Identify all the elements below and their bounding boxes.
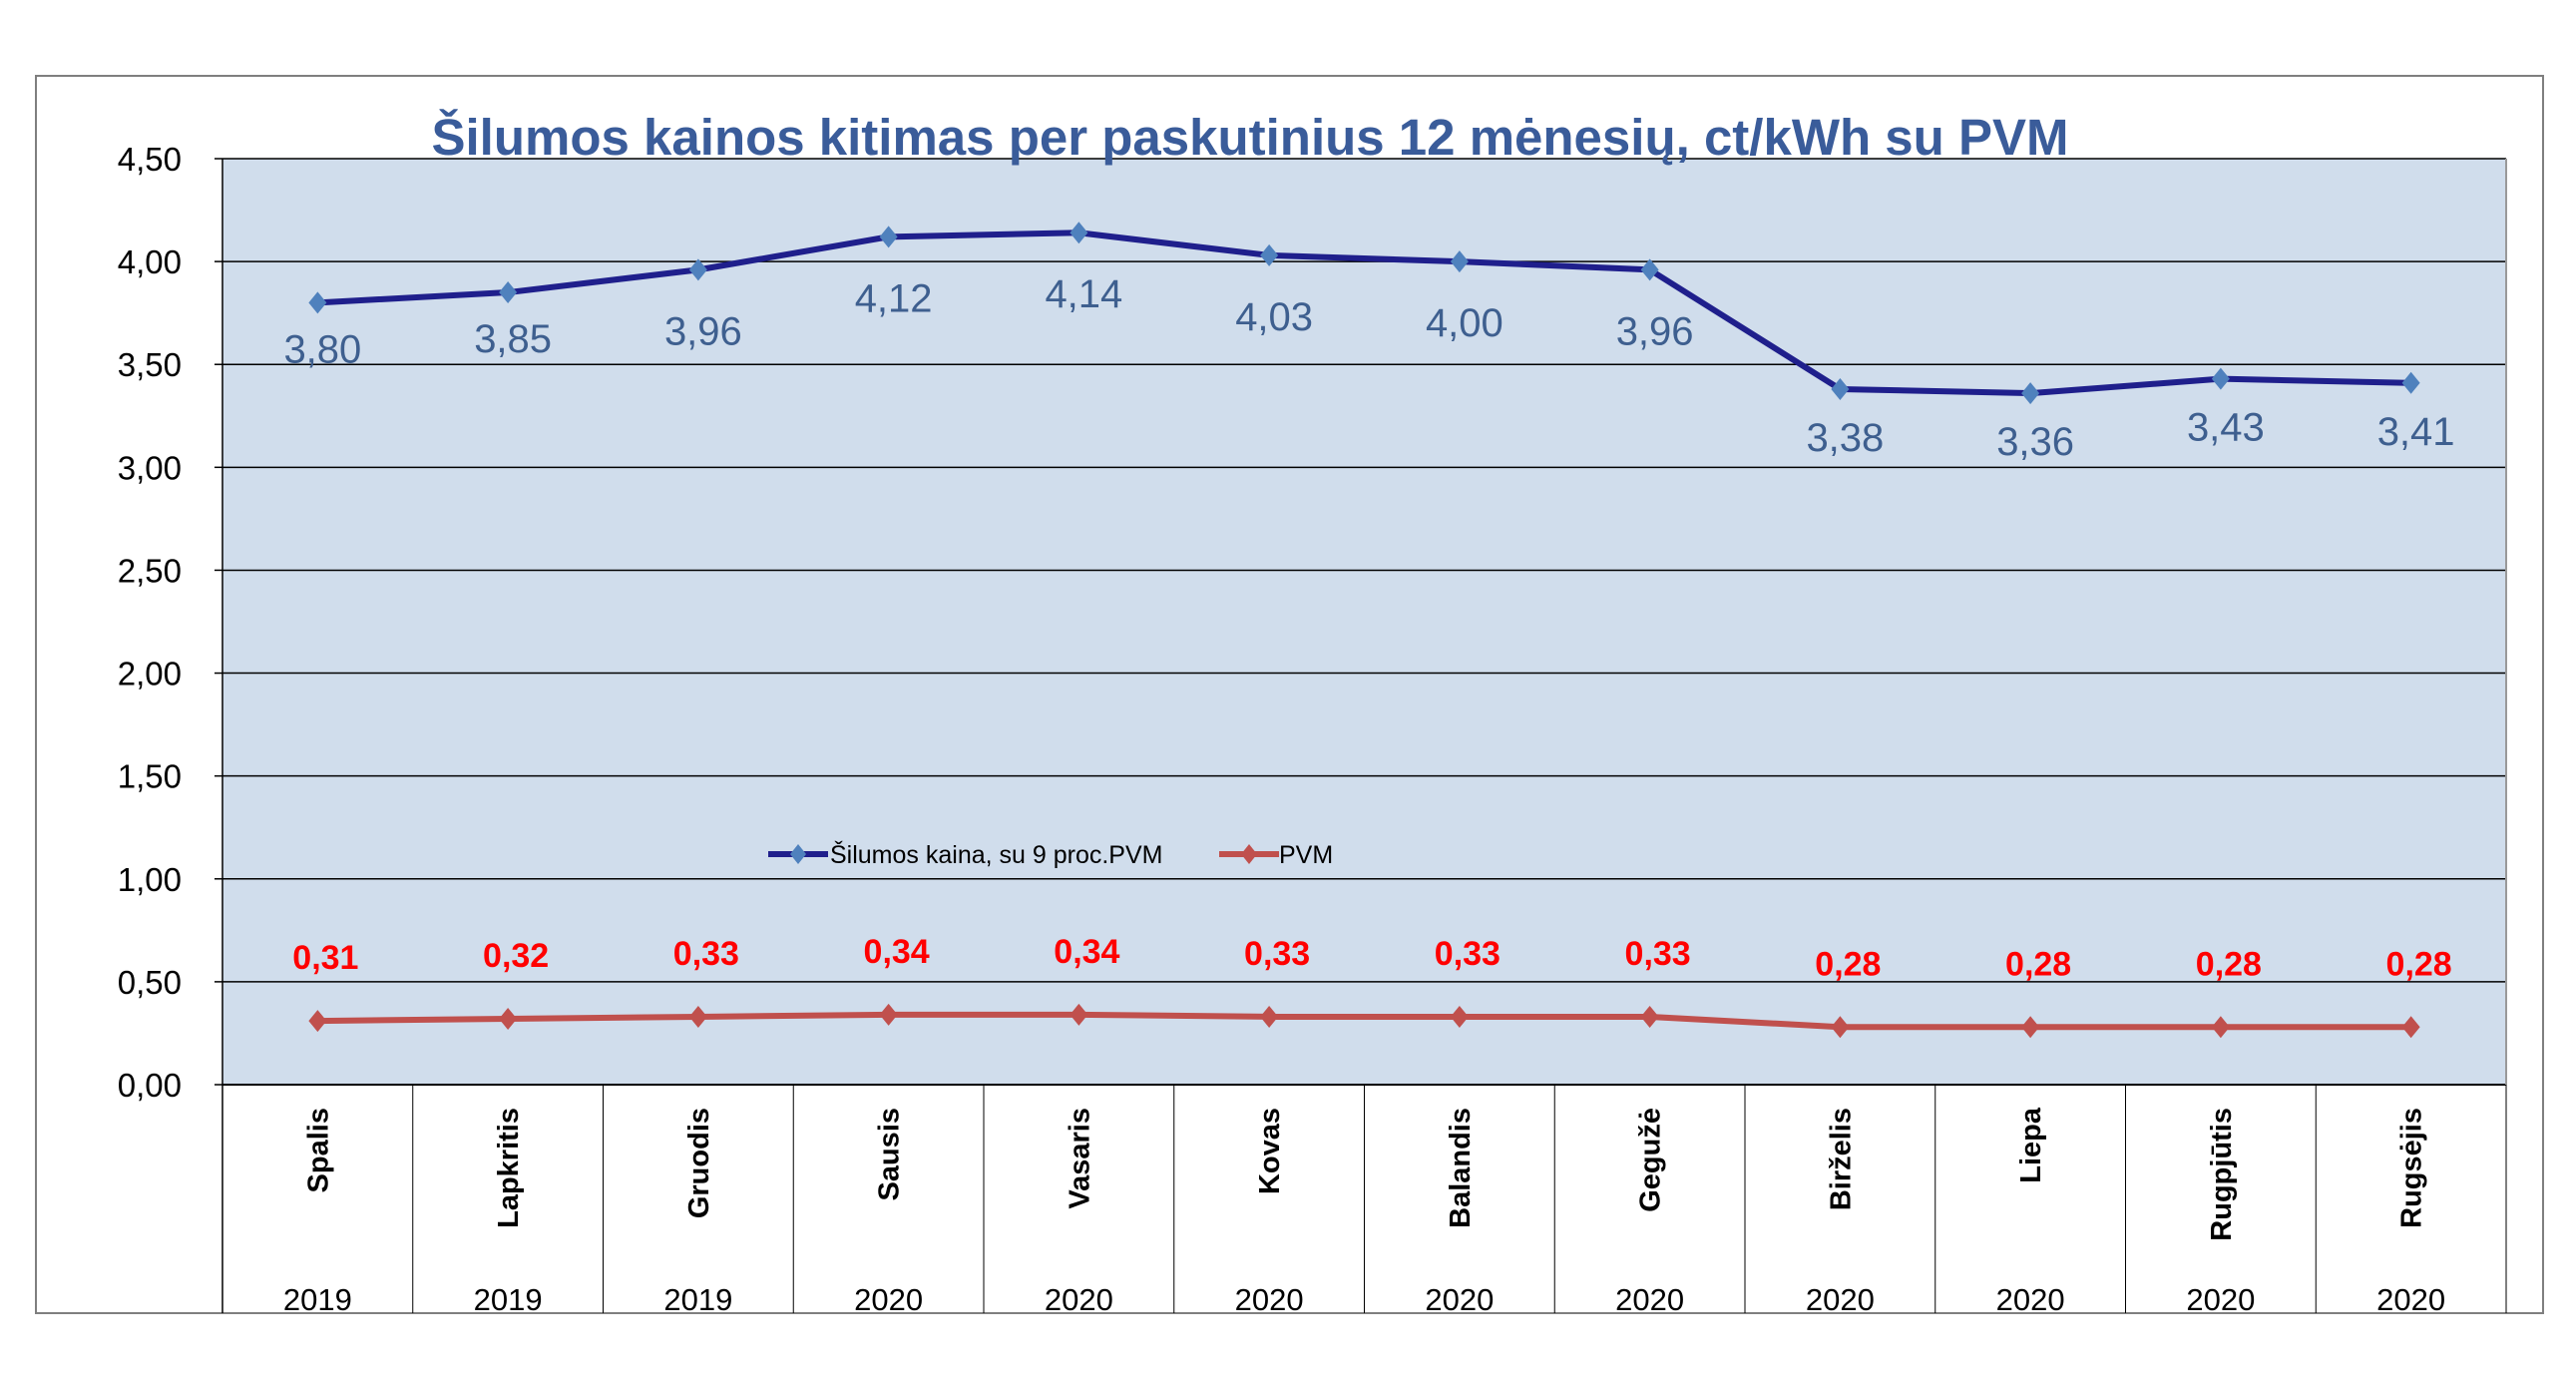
x-year-label: 2020	[1045, 1282, 1113, 1317]
x-month-label: Liepa	[2015, 1107, 2047, 1183]
x-year-label: 2020	[1996, 1282, 2065, 1317]
x-year-label: 2020	[1425, 1282, 1494, 1317]
data-label: 3,41	[2377, 410, 2455, 454]
x-year-label: 2019	[283, 1282, 352, 1317]
data-point	[2021, 1016, 2040, 1039]
chart-title: Šilumos kainos kitimas per paskutinius 1…	[432, 108, 2069, 166]
data-label: 3,85	[474, 317, 552, 361]
x-year-label: 2020	[2186, 1282, 2255, 1317]
y-tick-label: 3,50	[118, 346, 182, 383]
x-year-label: 2020	[1235, 1282, 1304, 1317]
x-year-label: 2020	[1806, 1282, 1875, 1317]
x-month-label: Rugsėjis	[2396, 1108, 2428, 1228]
y-tick-label: 2,50	[118, 552, 182, 589]
data-point	[2021, 382, 2040, 405]
x-year-label: 2019	[474, 1282, 543, 1317]
data-label: 0,28	[1815, 945, 1881, 983]
x-month-label: Lapkritis	[493, 1108, 525, 1228]
data-point	[1260, 243, 1279, 266]
y-tick-label: 4,00	[118, 243, 182, 280]
data-point	[1831, 377, 1850, 400]
data-point	[1450, 1005, 1469, 1028]
data-point	[1070, 1003, 1088, 1026]
data-point	[1070, 222, 1088, 244]
x-month-label: Rugpjūtis	[2206, 1108, 2238, 1241]
data-label: 0,28	[2005, 945, 2071, 983]
y-tick-label: 4,50	[118, 141, 182, 178]
data-point	[499, 281, 518, 304]
y-tick-label: 0,50	[118, 964, 182, 1001]
data-label: 0,31	[292, 939, 358, 977]
legend-marker	[790, 844, 806, 864]
legend-label: PVM	[1279, 841, 1333, 869]
data-label: 0,33	[1244, 935, 1310, 973]
series-line	[317, 1011, 2411, 1031]
data-label: 0,34	[864, 933, 930, 971]
data-label: 0,33	[1625, 935, 1691, 973]
data-point	[688, 1005, 707, 1028]
y-tick-label: 1,00	[118, 861, 182, 898]
data-label: 3,36	[1996, 420, 2074, 464]
y-tick-label: 0,00	[118, 1067, 182, 1104]
data-point	[2401, 371, 2420, 394]
data-point	[1640, 258, 1659, 281]
x-year-label: 2020	[1615, 1282, 1684, 1317]
x-month-label: Kovas	[1254, 1108, 1286, 1194]
data-point	[688, 258, 707, 281]
data-point	[879, 1003, 898, 1026]
data-point	[2211, 367, 2230, 390]
data-label: 4,12	[855, 276, 933, 320]
data-label: 3,38	[1806, 416, 1884, 460]
data-label: 4,00	[1426, 301, 1503, 345]
data-label: 0,34	[1054, 933, 1119, 971]
y-tick-label: 3,00	[118, 449, 182, 486]
plot-area	[222, 159, 2506, 1085]
x-month-label: Vasaris	[1064, 1108, 1095, 1209]
data-label: 4,14	[1045, 272, 1122, 316]
x-year-label: 2020	[854, 1282, 923, 1317]
x-month-label: Spalis	[302, 1108, 334, 1192]
data-point	[2211, 1016, 2230, 1039]
y-tick-label: 1,50	[118, 758, 182, 795]
data-point	[308, 291, 327, 314]
data-point	[2401, 1016, 2420, 1039]
data-label: 3,96	[1616, 309, 1694, 353]
data-label: 3,80	[283, 327, 361, 371]
data-label: 0,28	[2386, 945, 2452, 983]
data-point	[1260, 1005, 1279, 1028]
legend: Šilumos kaina, su 9 proc.PVM PVM	[768, 840, 1333, 869]
data-point	[1450, 250, 1469, 273]
data-label: 0,33	[1435, 935, 1501, 973]
data-label: 0,32	[483, 937, 549, 975]
x-month-label: Gruodis	[683, 1108, 715, 1218]
data-label: 4,03	[1235, 295, 1313, 339]
data-label: 3,96	[664, 309, 742, 353]
data-point	[1831, 1016, 1850, 1039]
legend-marker	[1241, 844, 1257, 864]
series-line	[317, 230, 2411, 397]
data-point	[879, 226, 898, 248]
x-month-label: Birželis	[1825, 1108, 1857, 1210]
x-month-label: Balandis	[1445, 1108, 1477, 1228]
data-point	[499, 1008, 518, 1031]
data-point	[1640, 1005, 1659, 1028]
data-label: 0,28	[2196, 945, 2262, 983]
data-label: 3,43	[2187, 406, 2265, 450]
data-label: 0,33	[673, 935, 739, 973]
x-month-label: Sausis	[874, 1108, 906, 1201]
legend-label: Šilumos kaina, su 9 proc.PVM	[830, 840, 1162, 869]
x-month-label: Gegužė	[1635, 1108, 1667, 1212]
x-year-label: 2019	[663, 1282, 732, 1317]
y-tick-label: 2,00	[118, 656, 182, 693]
x-year-label: 2020	[2376, 1282, 2445, 1317]
data-point	[308, 1010, 327, 1033]
